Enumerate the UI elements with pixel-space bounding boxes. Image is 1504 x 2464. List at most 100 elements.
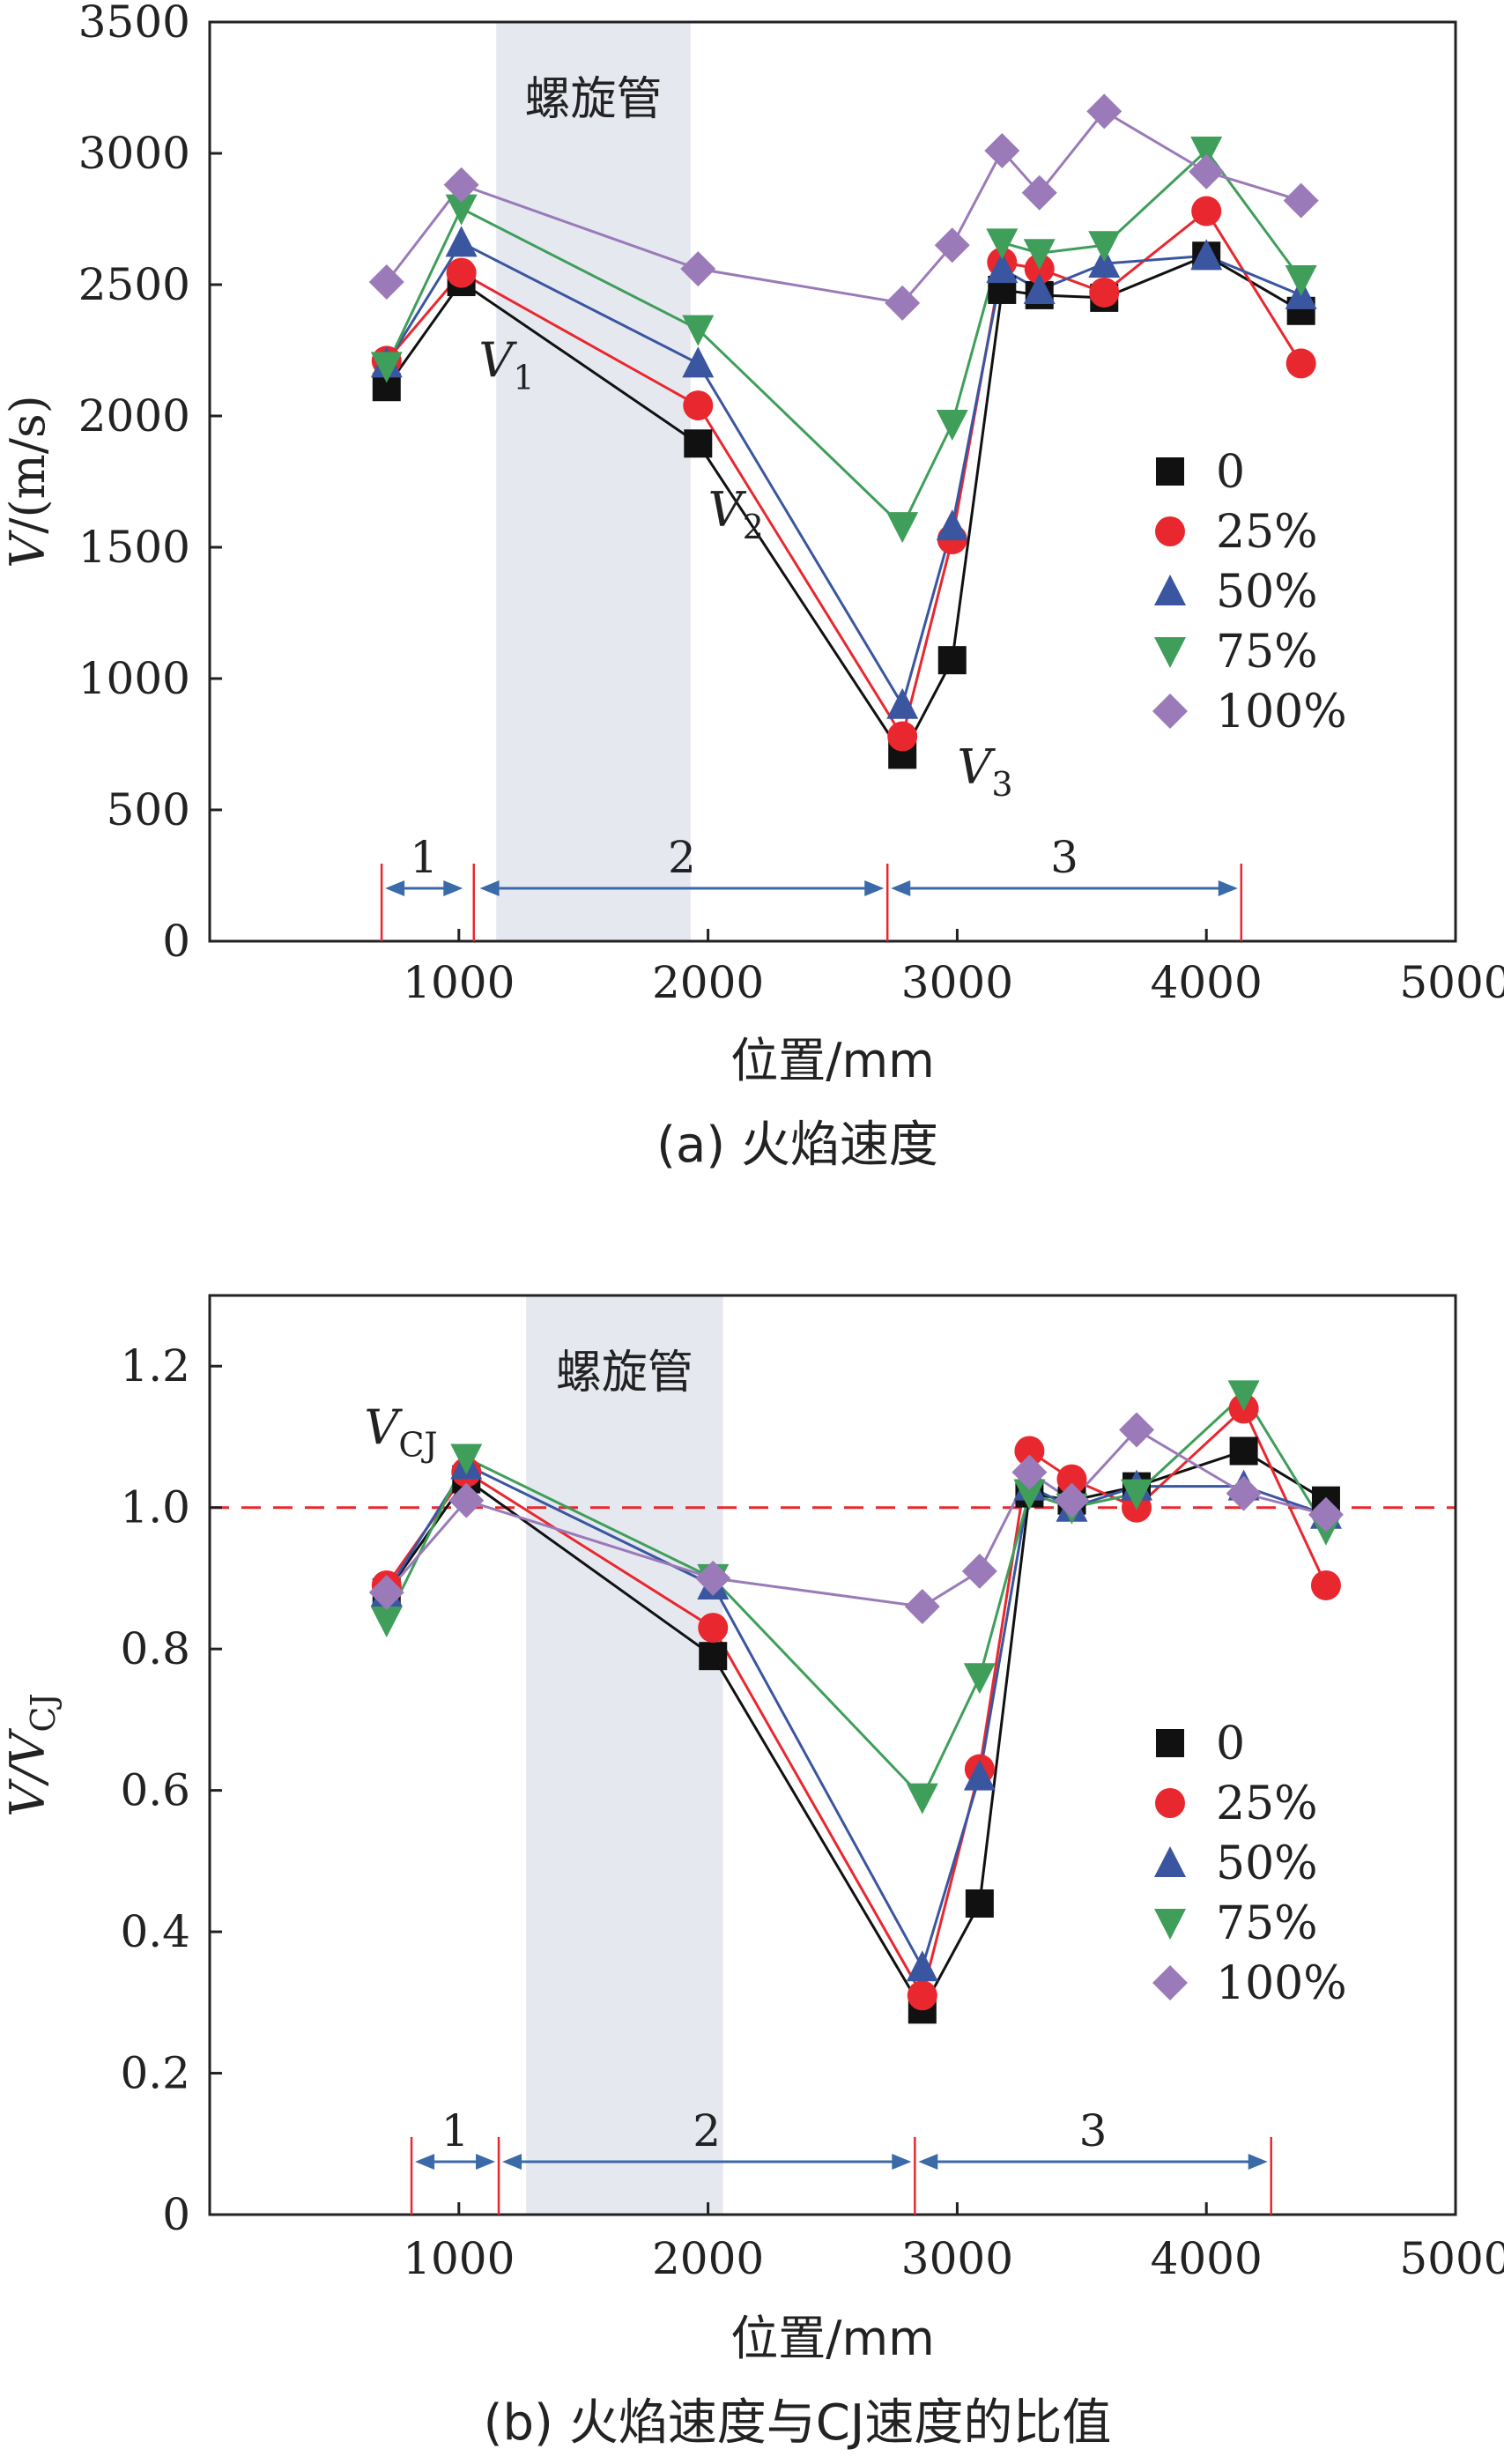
coil-region-label: 螺旋管 [556,1347,693,1399]
coil-region-label: 螺旋管 [525,73,663,126]
data-point [445,194,478,226]
data-point [1190,137,1223,168]
series-line [385,148,1302,529]
legend-marker [1156,1729,1184,1757]
data-point [886,687,919,719]
y-tick-label: 0 [162,2189,190,2240]
legend-label: 50% [1216,566,1318,619]
data-point [1023,272,1056,304]
y-axis-label: V/VCJ [0,1693,63,1817]
y-axis-label-sub: CJ [24,1693,63,1732]
x-tick-label: 3000 [901,957,1013,1008]
annotation-base: V [364,1399,403,1455]
section-arrowhead-right [892,2154,912,2170]
y-tick-label: 1000 [78,653,190,704]
section-arrowhead-right [1248,2154,1268,2170]
y-tick-label: 0.2 [120,2048,190,2099]
legend-marker [1154,1846,1186,1877]
series-4 [385,109,1302,305]
y-tick-label: 2000 [78,390,190,442]
series-markers-2 [370,226,1317,719]
x-axis-label: 位置/mm [730,2311,934,2366]
series-2 [385,1463,1327,1971]
series-2 [385,241,1302,709]
data-point [1285,265,1317,297]
section-arrowhead-right [476,2154,496,2170]
y-tick-label: 0.6 [120,1765,190,1816]
data-point [1011,1454,1048,1490]
data-point [1089,277,1120,308]
data-point [1190,239,1223,271]
data-point [1056,1464,1087,1495]
x-tick-label: 1000 [403,2233,515,2284]
series-0 [385,254,1302,758]
series-markers-4 [368,93,1319,321]
data-point [1189,153,1225,189]
section-label: 2 [693,2105,721,2156]
data-point [448,1482,485,1518]
series-4 [385,1428,1327,1608]
data-point [1086,93,1122,130]
series-line [385,1406,1328,2000]
data-point [984,133,1020,169]
data-point [695,1560,731,1596]
data-point [1283,182,1319,219]
data-point [904,1589,940,1625]
y-tick-label: 1.2 [120,1340,190,1392]
data-point [1088,231,1121,263]
data-point [907,1980,937,2011]
legend-label: 100% [1216,686,1347,738]
series-markers-0 [372,1436,1340,2024]
y-axis-label: V/(m/s) [0,395,56,568]
data-point [370,352,403,383]
figure-caption: (a) 火焰速度 [656,1117,938,1174]
x-tick-label: 1000 [403,957,515,1008]
data-point [1021,174,1057,211]
series-line [385,1392,1328,1800]
figure-caption: (b) 火焰速度与CJ速度的比值 [484,2394,1112,2452]
series-markers-4 [368,1412,1344,1625]
y-tick-label: 0.8 [120,1623,190,1674]
data-point [443,167,479,203]
data-point [698,1613,729,1644]
y-tick-label: 1.0 [120,1482,190,1533]
data-point [1229,1436,1258,1466]
data-point [986,252,1019,284]
data-point [1119,1412,1155,1448]
data-point [680,251,716,287]
annotation: V1 [478,332,534,397]
data-point [1191,196,1222,226]
series-markers-2 [370,1448,1342,1982]
series-line [385,1449,1327,2013]
y-axis-label-italic: V/V [0,1728,56,1817]
y-tick-label: 3000 [78,128,190,179]
section-arrowhead-right [864,880,885,896]
series-markers-3 [370,137,1317,544]
annotation: V2 [708,482,764,546]
series-line [385,241,1302,709]
data-point [1285,348,1316,379]
data-point [906,1783,938,1815]
data-point [684,429,713,458]
y-tick-label: 0.4 [120,1906,190,1957]
data-point [1226,1475,1262,1511]
data-point [963,1663,996,1695]
series-0 [385,1449,1327,2013]
section-label: 1 [441,2105,470,2156]
chart-panel-a: 螺旋管 1000 2000 3000 4000 5000 0 500 1000 1500 2000 2… [0,0,1504,1174]
annotation-sub: 2 [743,508,764,546]
legend-label: 0 [1216,446,1245,499]
plot-frame [208,1294,1457,2216]
data-point [1014,1436,1045,1466]
data-point [937,646,967,675]
coil-region [526,1295,723,2215]
data-point [936,509,968,541]
data-point [886,512,919,544]
series-line [385,1428,1327,1608]
legend-marker [1156,457,1184,486]
data-point [682,346,715,378]
annotation: VCJ [364,1399,437,1464]
x-tick-label: 5000 [1399,2233,1504,2284]
chart-panel-b: 螺旋管 1000 2000 3000 4000 5000 0 0.2 0.4 0.6 0.8 1.0 1… [0,1294,1504,2452]
